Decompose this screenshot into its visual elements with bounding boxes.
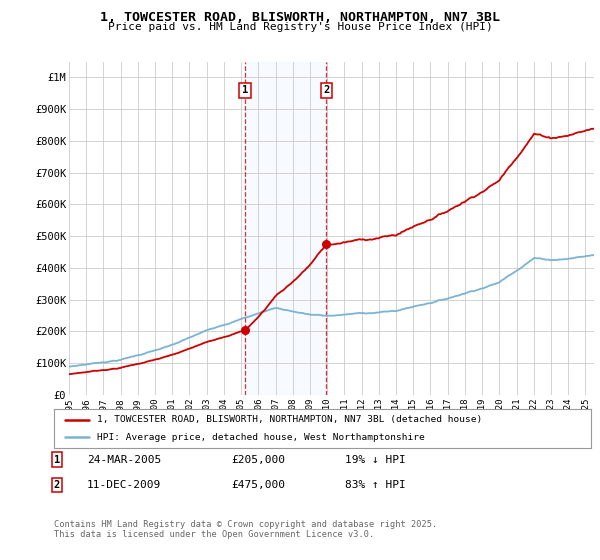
Text: 24-MAR-2005: 24-MAR-2005 [87, 455, 161, 465]
Text: 83% ↑ HPI: 83% ↑ HPI [345, 480, 406, 490]
Text: 19% ↓ HPI: 19% ↓ HPI [345, 455, 406, 465]
Text: 11-DEC-2009: 11-DEC-2009 [87, 480, 161, 490]
Text: 1, TOWCESTER ROAD, BLISWORTH, NORTHAMPTON, NN7 3BL: 1, TOWCESTER ROAD, BLISWORTH, NORTHAMPTO… [100, 11, 500, 24]
Text: 1: 1 [54, 455, 60, 465]
Text: £475,000: £475,000 [231, 480, 285, 490]
Text: Contains HM Land Registry data © Crown copyright and database right 2025.
This d: Contains HM Land Registry data © Crown c… [54, 520, 437, 539]
Bar [245, 62, 326, 395]
Text: HPI: Average price, detached house, West Northamptonshire: HPI: Average price, detached house, West… [97, 432, 425, 441]
Text: 2: 2 [54, 480, 60, 490]
Text: 1, TOWCESTER ROAD, BLISWORTH, NORTHAMPTON, NN7 3BL (detached house): 1, TOWCESTER ROAD, BLISWORTH, NORTHAMPTO… [97, 416, 482, 424]
Text: 2: 2 [323, 86, 329, 95]
Text: 1: 1 [242, 86, 248, 95]
Text: £205,000: £205,000 [231, 455, 285, 465]
Text: Price paid vs. HM Land Registry's House Price Index (HPI): Price paid vs. HM Land Registry's House … [107, 22, 493, 32]
